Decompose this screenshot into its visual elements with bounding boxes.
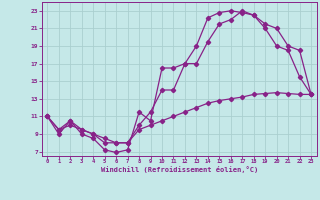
X-axis label: Windchill (Refroidissement éolien,°C): Windchill (Refroidissement éolien,°C) [100,166,258,173]
